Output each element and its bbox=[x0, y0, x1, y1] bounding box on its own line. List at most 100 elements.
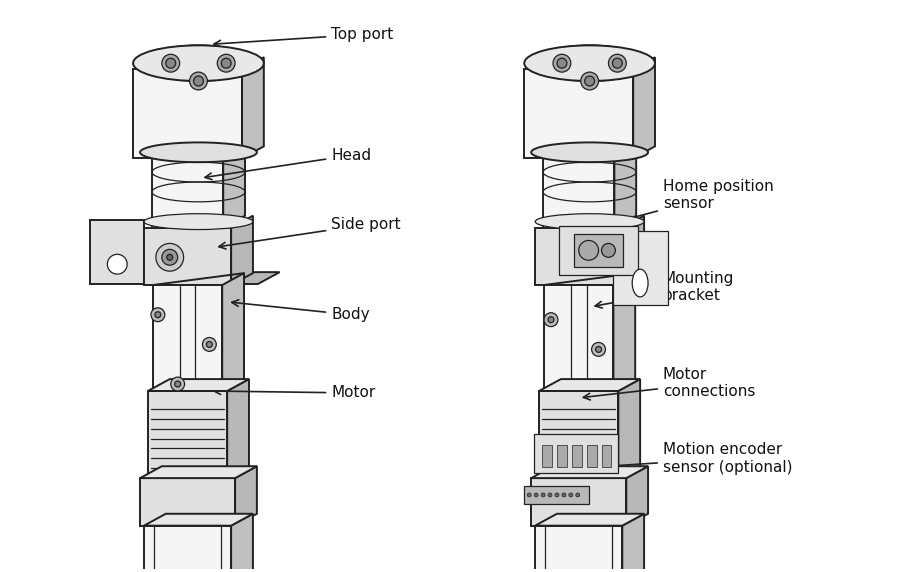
Polygon shape bbox=[622, 514, 644, 572]
Circle shape bbox=[151, 308, 165, 321]
Bar bbox=[557, 446, 567, 467]
Polygon shape bbox=[614, 231, 668, 305]
Ellipse shape bbox=[531, 142, 648, 162]
Polygon shape bbox=[531, 466, 648, 478]
Circle shape bbox=[601, 244, 616, 257]
Circle shape bbox=[596, 347, 601, 352]
Polygon shape bbox=[152, 158, 223, 228]
Circle shape bbox=[156, 244, 184, 271]
Polygon shape bbox=[235, 466, 256, 526]
Polygon shape bbox=[525, 69, 634, 158]
Polygon shape bbox=[525, 486, 589, 504]
Ellipse shape bbox=[536, 45, 644, 81]
Circle shape bbox=[608, 54, 626, 72]
Bar bbox=[601, 446, 611, 467]
Polygon shape bbox=[544, 285, 614, 391]
Text: Head: Head bbox=[205, 148, 372, 180]
Polygon shape bbox=[559, 225, 638, 275]
Circle shape bbox=[544, 313, 558, 327]
Circle shape bbox=[557, 58, 567, 68]
Ellipse shape bbox=[525, 45, 655, 81]
Polygon shape bbox=[144, 514, 253, 526]
Text: Side port: Side port bbox=[219, 217, 400, 249]
Circle shape bbox=[548, 317, 554, 323]
Polygon shape bbox=[231, 216, 253, 285]
Circle shape bbox=[162, 54, 180, 72]
Polygon shape bbox=[543, 158, 615, 228]
Circle shape bbox=[553, 54, 571, 72]
Circle shape bbox=[555, 493, 559, 497]
Circle shape bbox=[166, 58, 176, 68]
Circle shape bbox=[541, 493, 545, 497]
Ellipse shape bbox=[144, 214, 253, 229]
Polygon shape bbox=[223, 146, 245, 228]
Polygon shape bbox=[227, 379, 249, 478]
Polygon shape bbox=[614, 273, 635, 391]
Circle shape bbox=[562, 493, 566, 497]
Polygon shape bbox=[531, 478, 626, 526]
Circle shape bbox=[221, 58, 231, 68]
Text: Motion encoder
sensor (optional): Motion encoder sensor (optional) bbox=[552, 442, 792, 475]
Text: Mounting
bracket: Mounting bracket bbox=[595, 271, 734, 308]
Polygon shape bbox=[148, 379, 249, 391]
Circle shape bbox=[527, 493, 531, 497]
Polygon shape bbox=[618, 379, 640, 478]
Polygon shape bbox=[231, 272, 280, 284]
Bar bbox=[572, 446, 581, 467]
Text: Home position
sensor: Home position sensor bbox=[573, 178, 774, 235]
Polygon shape bbox=[574, 233, 624, 267]
Circle shape bbox=[612, 58, 622, 68]
Polygon shape bbox=[539, 379, 640, 391]
Circle shape bbox=[585, 76, 595, 86]
Polygon shape bbox=[153, 285, 222, 391]
Circle shape bbox=[107, 255, 127, 274]
Polygon shape bbox=[535, 434, 618, 473]
Circle shape bbox=[171, 377, 184, 391]
Circle shape bbox=[175, 381, 181, 387]
Polygon shape bbox=[626, 466, 648, 526]
Ellipse shape bbox=[144, 45, 253, 81]
Circle shape bbox=[162, 249, 177, 265]
Polygon shape bbox=[140, 466, 256, 478]
Polygon shape bbox=[622, 216, 644, 285]
Circle shape bbox=[166, 255, 173, 260]
Circle shape bbox=[579, 240, 599, 260]
Circle shape bbox=[535, 493, 538, 497]
Polygon shape bbox=[536, 526, 622, 572]
Bar bbox=[587, 446, 597, 467]
Polygon shape bbox=[242, 57, 264, 158]
Circle shape bbox=[580, 72, 598, 90]
Circle shape bbox=[217, 54, 235, 72]
Ellipse shape bbox=[632, 269, 648, 297]
Circle shape bbox=[190, 72, 207, 90]
Circle shape bbox=[155, 312, 161, 317]
Circle shape bbox=[591, 343, 606, 356]
Polygon shape bbox=[615, 146, 636, 228]
Polygon shape bbox=[536, 228, 622, 285]
Polygon shape bbox=[144, 228, 231, 285]
Text: Top port: Top port bbox=[214, 27, 393, 47]
Polygon shape bbox=[133, 69, 242, 158]
Polygon shape bbox=[231, 514, 253, 572]
Polygon shape bbox=[148, 391, 227, 478]
Ellipse shape bbox=[133, 45, 264, 81]
Text: Motor: Motor bbox=[214, 386, 375, 400]
Polygon shape bbox=[536, 514, 644, 526]
Text: Motor
connections: Motor connections bbox=[583, 367, 755, 400]
Circle shape bbox=[194, 76, 203, 86]
Circle shape bbox=[576, 493, 580, 497]
Ellipse shape bbox=[536, 214, 644, 229]
Circle shape bbox=[206, 341, 212, 347]
Polygon shape bbox=[222, 273, 244, 391]
Circle shape bbox=[202, 337, 216, 351]
Circle shape bbox=[548, 493, 552, 497]
Polygon shape bbox=[634, 57, 655, 158]
Polygon shape bbox=[140, 478, 235, 526]
Circle shape bbox=[569, 493, 572, 497]
Polygon shape bbox=[539, 391, 618, 478]
Bar bbox=[542, 446, 552, 467]
Ellipse shape bbox=[140, 142, 256, 162]
Polygon shape bbox=[144, 526, 231, 572]
Polygon shape bbox=[89, 220, 144, 284]
Text: Body: Body bbox=[232, 300, 370, 322]
